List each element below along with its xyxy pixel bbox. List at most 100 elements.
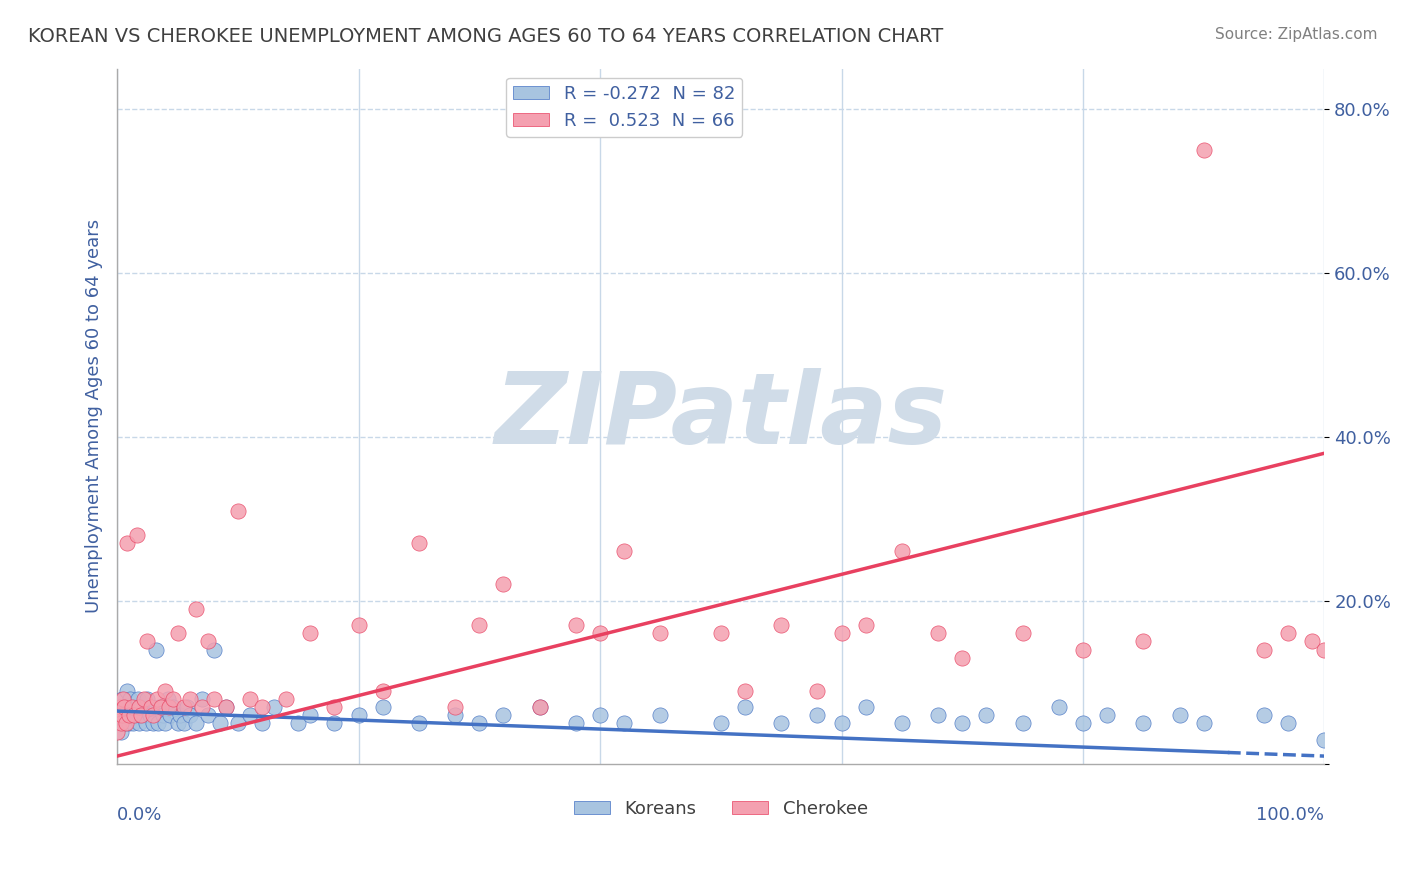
Point — [347, 708, 370, 723]
Point — [1301, 634, 1323, 648]
Point — [1011, 716, 1033, 731]
Y-axis label: Unemployment Among Ages 60 to 64 years: Unemployment Among Ages 60 to 64 years — [86, 219, 103, 614]
Point — [184, 716, 207, 731]
Point — [145, 642, 167, 657]
Point — [114, 716, 136, 731]
Point — [1192, 716, 1215, 731]
Point — [710, 716, 733, 731]
Text: 0.0%: 0.0% — [117, 806, 163, 824]
Point — [1168, 708, 1191, 723]
Point — [112, 691, 135, 706]
Point — [136, 634, 159, 648]
Point — [131, 700, 153, 714]
Point — [770, 618, 793, 632]
Point — [122, 716, 145, 731]
Point — [129, 708, 152, 723]
Point — [127, 691, 149, 706]
Point — [650, 708, 672, 723]
Point — [950, 716, 973, 731]
Point — [105, 724, 128, 739]
Point — [169, 708, 191, 723]
Point — [1071, 716, 1094, 731]
Point — [120, 691, 142, 706]
Point — [148, 700, 170, 714]
Point — [323, 700, 346, 714]
Point — [710, 626, 733, 640]
Point — [1253, 708, 1275, 723]
Point — [806, 708, 828, 723]
Point — [927, 626, 949, 640]
Point — [173, 700, 195, 714]
Point — [734, 683, 756, 698]
Point — [468, 716, 491, 731]
Point — [613, 716, 636, 731]
Point — [114, 700, 136, 714]
Point — [162, 700, 184, 714]
Point — [890, 544, 912, 558]
Point — [118, 716, 141, 731]
Point — [226, 716, 249, 731]
Point — [299, 708, 322, 723]
Point — [132, 708, 155, 723]
Point — [529, 700, 551, 714]
Point — [110, 716, 132, 731]
Point — [734, 700, 756, 714]
Point — [589, 626, 612, 640]
Point — [1047, 700, 1070, 714]
Point — [107, 708, 129, 723]
Point — [108, 708, 131, 723]
Point — [1132, 634, 1154, 648]
Point — [114, 716, 136, 731]
Point — [162, 691, 184, 706]
Point — [112, 708, 135, 723]
Point — [1277, 716, 1299, 731]
Text: ZIPatlas: ZIPatlas — [495, 368, 948, 465]
Point — [770, 716, 793, 731]
Point — [226, 503, 249, 517]
Point — [444, 700, 467, 714]
Point — [239, 691, 262, 706]
Point — [149, 700, 172, 714]
Point — [152, 708, 174, 723]
Point — [110, 724, 132, 739]
Point — [179, 708, 201, 723]
Point — [166, 716, 188, 731]
Point — [135, 716, 157, 731]
Point — [250, 700, 273, 714]
Point — [155, 683, 177, 698]
Point — [146, 691, 169, 706]
Point — [371, 683, 394, 698]
Point — [831, 716, 853, 731]
Point — [444, 708, 467, 723]
Point — [1313, 732, 1336, 747]
Point — [131, 708, 153, 723]
Point — [1313, 642, 1336, 657]
Point — [176, 700, 198, 714]
Point — [855, 618, 877, 632]
Point — [215, 700, 238, 714]
Point — [124, 700, 146, 714]
Point — [976, 708, 998, 723]
Point — [1132, 716, 1154, 731]
Point — [650, 626, 672, 640]
Point — [287, 716, 309, 731]
Point — [128, 716, 150, 731]
Point — [173, 716, 195, 731]
Point — [565, 618, 588, 632]
Point — [159, 708, 181, 723]
Point — [529, 700, 551, 714]
Text: 100.0%: 100.0% — [1257, 806, 1324, 824]
Point — [121, 700, 143, 714]
Point — [122, 708, 145, 723]
Point — [492, 577, 515, 591]
Point — [197, 634, 219, 648]
Point — [589, 708, 612, 723]
Legend: R = -0.272  N = 82, R =  0.523  N = 66: R = -0.272 N = 82, R = 0.523 N = 66 — [506, 78, 742, 137]
Point — [117, 708, 139, 723]
Point — [202, 642, 225, 657]
Point — [263, 700, 285, 714]
Point — [565, 716, 588, 731]
Point — [115, 536, 138, 550]
Point — [108, 700, 131, 714]
Point — [125, 528, 148, 542]
